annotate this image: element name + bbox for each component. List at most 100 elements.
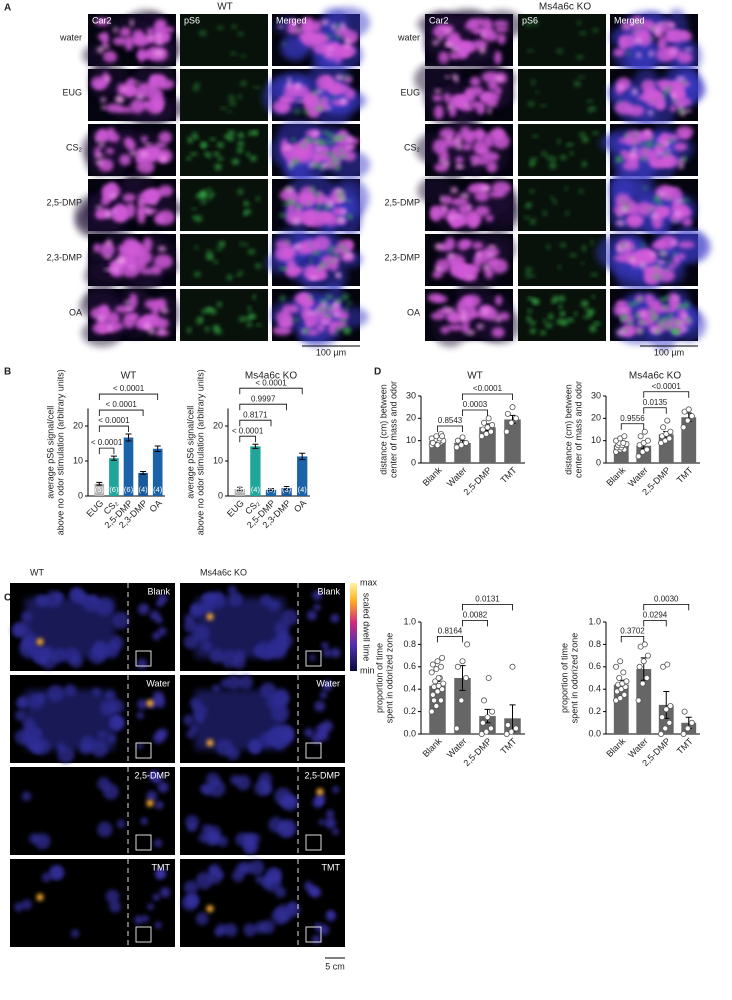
cell: [342, 74, 350, 80]
cell: [529, 320, 536, 326]
cell: [156, 210, 175, 225]
dwell: [21, 791, 32, 802]
dwell: [183, 714, 195, 726]
cell: [676, 51, 693, 64]
cell: [531, 134, 539, 138]
micrograph-bg: [180, 14, 268, 66]
cell: [476, 323, 484, 330]
group-title: Ms4a6c KO: [539, 2, 591, 13]
cell: [243, 209, 248, 216]
cell: [314, 191, 321, 197]
cell: [485, 98, 498, 108]
micrograph-bg: [518, 69, 606, 121]
cell: [244, 199, 248, 206]
cell: [134, 80, 140, 85]
odor-zone: [135, 834, 152, 851]
dwell: [21, 899, 33, 910]
cell: [529, 189, 535, 194]
cell: [618, 99, 622, 104]
cell: [289, 200, 295, 204]
cell: [216, 301, 222, 307]
cell: [136, 160, 155, 174]
cell: [644, 148, 648, 153]
cell: [494, 295, 503, 306]
cell: [228, 101, 237, 107]
cell: [317, 268, 321, 272]
bar: [265, 489, 277, 496]
cell: [326, 106, 332, 111]
cell: [157, 246, 167, 252]
dwell: [205, 772, 221, 787]
cell: [626, 50, 631, 57]
dwell: [157, 781, 169, 793]
cell: [575, 55, 584, 60]
dwell: [223, 923, 238, 937]
dwell: [325, 809, 335, 819]
cell: [231, 158, 240, 165]
cell: [460, 310, 467, 315]
cell: [491, 327, 505, 338]
odor-zone: [305, 926, 322, 943]
hotspot: [316, 788, 324, 796]
dwell: [235, 775, 251, 791]
cell: [124, 35, 134, 51]
cell: [318, 151, 322, 155]
cell: [136, 250, 153, 265]
cell: [649, 252, 657, 257]
dwell: [318, 819, 325, 826]
cell: [578, 189, 584, 194]
cell: [455, 143, 463, 151]
cell: [145, 86, 163, 101]
micrograph: [180, 179, 268, 231]
dwell: [184, 619, 198, 633]
cell: [494, 86, 502, 95]
dwell: [315, 793, 326, 804]
cell: [454, 137, 463, 143]
colorbar-label: scaled dwell time: [362, 593, 372, 662]
cell: [153, 254, 173, 269]
cell: [673, 142, 688, 152]
micrograph: [84, 228, 179, 293]
cell: [462, 239, 473, 248]
cell: [471, 161, 477, 166]
data-point: [483, 430, 490, 437]
cell: [345, 214, 350, 218]
cell: [495, 75, 504, 82]
cell: [552, 199, 558, 205]
cell: [592, 28, 599, 33]
micrograph-bg: [180, 179, 268, 231]
cell: [680, 80, 688, 86]
cell: [301, 306, 312, 321]
cell: [439, 158, 444, 163]
cell: [194, 245, 199, 250]
cell: [494, 51, 502, 65]
data-point: [660, 424, 667, 431]
cell: [663, 325, 668, 329]
cell: [434, 88, 442, 93]
dwell: [303, 881, 314, 891]
data-point: [680, 731, 687, 738]
colorbar-max: max: [360, 577, 378, 587]
p-value: 0.9556: [620, 414, 645, 423]
comparison-bracket: [98, 447, 115, 455]
cell: [634, 250, 653, 265]
cell: [682, 198, 690, 203]
cell: [148, 33, 154, 41]
cell: [466, 204, 473, 209]
cell: [228, 95, 235, 101]
cell: [671, 252, 679, 256]
data-point: [478, 433, 485, 440]
cell: [341, 318, 345, 322]
cell: [432, 139, 448, 155]
cell: [205, 326, 210, 332]
cell: [624, 132, 630, 139]
cell: [432, 39, 439, 46]
cell: [656, 260, 666, 265]
cell: [650, 135, 654, 142]
cell: [104, 210, 112, 219]
cell: [641, 155, 647, 163]
cell: [648, 50, 654, 57]
cell: [334, 330, 339, 335]
dwell: [313, 603, 321, 611]
cell: [159, 328, 165, 334]
